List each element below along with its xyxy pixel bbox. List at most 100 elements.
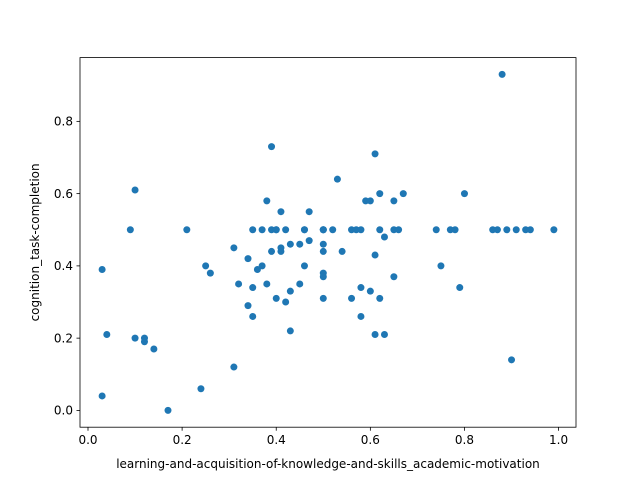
- data-point: [296, 240, 304, 248]
- data-point: [319, 294, 327, 302]
- data-point: [338, 247, 346, 255]
- data-point: [498, 70, 506, 78]
- data-point: [286, 327, 294, 335]
- data-point: [399, 190, 407, 198]
- x-tick-label: 0.0: [78, 433, 97, 447]
- data-point: [319, 273, 327, 281]
- data-point: [380, 233, 388, 241]
- data-point: [348, 294, 356, 302]
- x-tick-label: 0.8: [455, 433, 474, 447]
- data-point: [319, 240, 327, 248]
- data-point: [249, 284, 257, 292]
- data-point: [390, 197, 398, 205]
- data-point: [140, 334, 148, 342]
- data-point: [98, 392, 106, 400]
- data-point: [460, 190, 468, 198]
- data-point: [206, 269, 214, 277]
- data-point: [103, 331, 111, 339]
- data-point: [258, 262, 266, 270]
- data-point: [357, 312, 365, 320]
- data-point: [300, 262, 308, 270]
- data-point: [230, 363, 238, 371]
- data-point: [319, 247, 327, 255]
- data-point: [98, 266, 106, 273]
- y-tick-label: 0.8: [54, 115, 73, 129]
- data-point: [244, 255, 252, 263]
- y-tick-label: 0.4: [54, 259, 73, 273]
- data-point: [235, 280, 243, 288]
- data-point: [380, 331, 388, 339]
- plot-area-frame: [79, 57, 577, 428]
- data-point: [230, 244, 238, 252]
- data-point: [263, 197, 271, 205]
- data-point: [376, 190, 384, 198]
- data-point: [150, 345, 158, 353]
- data-point: [183, 226, 191, 234]
- data-points: [98, 70, 558, 414]
- data-point: [319, 226, 327, 234]
- data-point: [371, 251, 379, 259]
- data-point: [371, 150, 379, 158]
- data-point: [131, 186, 139, 194]
- data-point: [126, 226, 134, 234]
- data-point: [456, 284, 464, 292]
- x-tick-label: 0.2: [173, 433, 192, 447]
- y-axis-label: cognition_task-completion: [28, 163, 42, 321]
- data-point: [357, 226, 365, 234]
- data-point: [263, 280, 271, 288]
- x-tick-label: 1.0: [549, 433, 568, 447]
- x-tick-label: 0.4: [267, 433, 286, 447]
- data-point: [366, 287, 374, 295]
- data-point: [268, 247, 276, 255]
- data-point: [305, 237, 313, 245]
- data-point: [376, 294, 384, 302]
- data-point: [512, 226, 520, 234]
- data-point: [305, 208, 313, 216]
- data-point: [286, 240, 294, 248]
- data-point: [202, 262, 210, 270]
- data-point: [300, 226, 308, 234]
- data-point: [249, 312, 257, 320]
- data-point: [376, 226, 384, 234]
- y-tick-label: 0.2: [54, 331, 73, 345]
- y-tick-label: 0.6: [54, 187, 73, 201]
- data-point: [272, 294, 280, 302]
- data-point: [282, 226, 290, 234]
- data-point: [395, 226, 403, 234]
- data-point: [253, 266, 261, 273]
- data-point: [277, 247, 285, 255]
- data-point: [197, 385, 205, 393]
- data-point: [508, 356, 516, 364]
- y-axis: 0.0 0.2 0.4 0.6 0.8: [54, 115, 80, 418]
- data-point: [503, 226, 511, 234]
- data-point: [371, 331, 379, 339]
- data-point: [164, 406, 172, 414]
- data-point: [282, 298, 290, 306]
- data-point: [286, 287, 294, 295]
- data-point: [131, 334, 139, 342]
- data-point: [493, 226, 501, 234]
- data-point: [390, 273, 398, 281]
- data-point: [268, 143, 276, 151]
- data-point: [272, 226, 280, 234]
- data-point: [258, 226, 266, 234]
- data-point: [249, 226, 257, 234]
- data-point: [432, 226, 440, 234]
- data-point: [333, 175, 341, 183]
- data-point: [357, 284, 365, 292]
- y-tick-label: 0.0: [54, 404, 73, 418]
- data-point: [277, 208, 285, 216]
- x-axis-label: learning-and-acquisition-of-knowledge-an…: [116, 457, 540, 471]
- data-point: [366, 197, 374, 205]
- data-point: [244, 302, 252, 310]
- data-point: [296, 280, 304, 288]
- data-point: [550, 226, 558, 234]
- data-point: [329, 226, 337, 234]
- data-point: [437, 262, 445, 270]
- x-axis: 0.0 0.2 0.4 0.6 0.8 1.0: [78, 427, 568, 447]
- data-point: [526, 226, 534, 234]
- x-tick-label: 0.6: [361, 433, 380, 447]
- data-point: [451, 226, 459, 234]
